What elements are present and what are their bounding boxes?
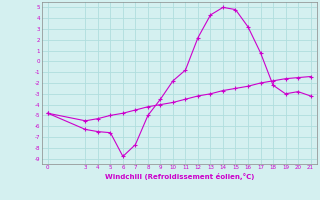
- X-axis label: Windchill (Refroidissement éolien,°C): Windchill (Refroidissement éolien,°C): [105, 173, 254, 180]
